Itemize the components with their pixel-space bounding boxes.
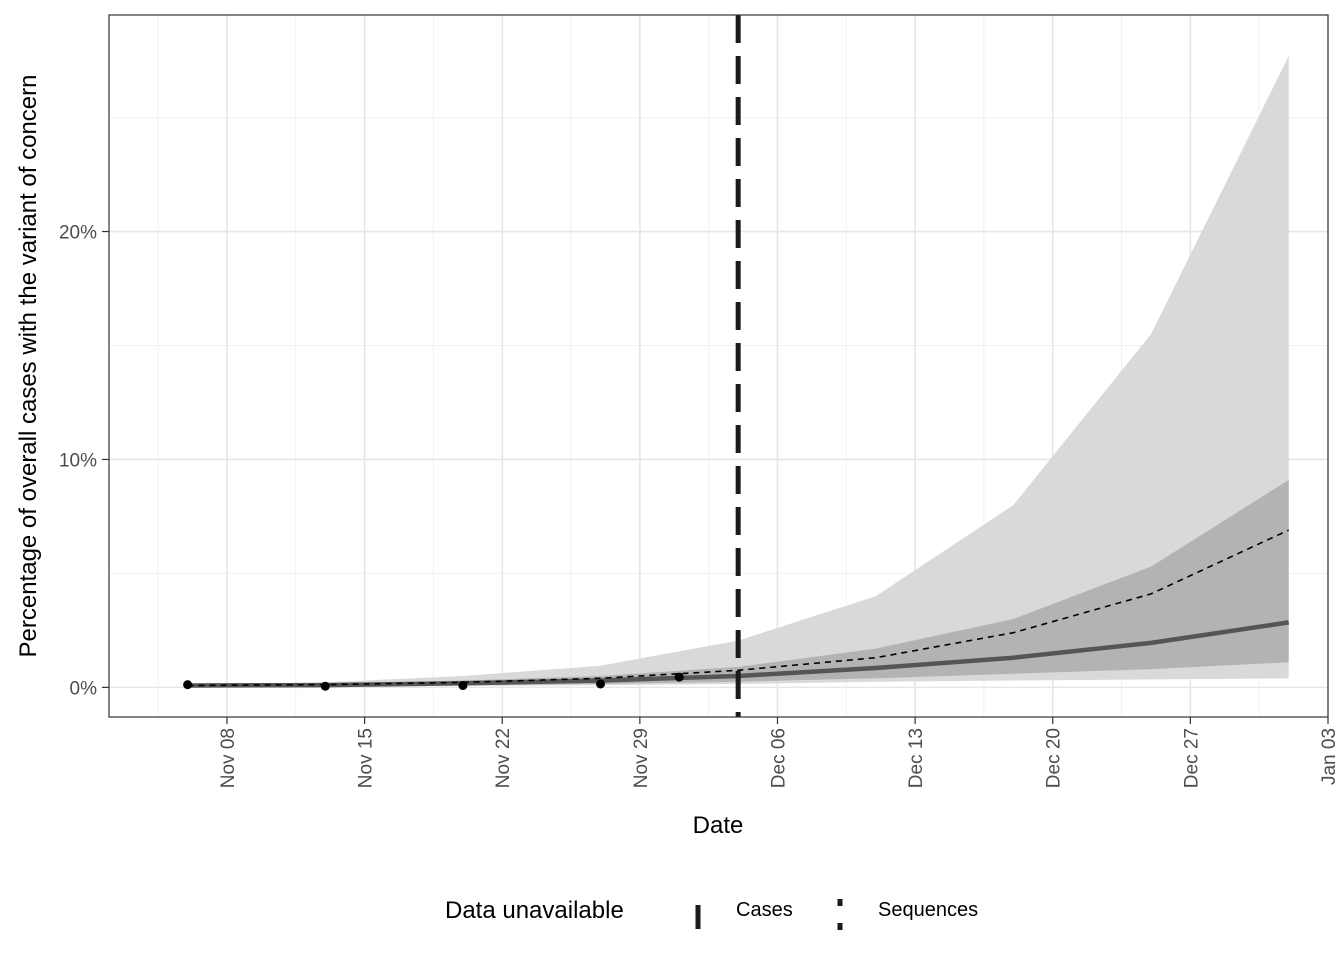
x-tick-label: Dec 27	[1181, 728, 1202, 788]
x-tick-label: Nov 15	[356, 728, 377, 788]
x-axis-ticks: Nov 08 Nov 15 Nov 22 Nov 29 Dec 06 Dec 13 Dec …	[218, 717, 1340, 788]
observed-point	[674, 672, 684, 682]
x-tick-label: Nov 08	[218, 728, 239, 788]
observed-point	[458, 681, 468, 691]
ribbons	[187, 56, 1289, 687]
x-tick-label: Jan 03	[1319, 728, 1340, 785]
legend: Data unavailable Cases Sequences	[445, 897, 978, 931]
legend-label-sequences: Sequences	[878, 899, 978, 921]
x-tick-label: Nov 22	[493, 728, 514, 788]
series-line-dashed-thin	[187, 529, 1290, 687]
observed-points	[183, 672, 684, 691]
x-tick-label: Dec 06	[768, 728, 789, 788]
y-axis-title: Percentage of overall cases with the var…	[15, 75, 42, 658]
y-axis-ticks: 0% 10% 20%	[59, 223, 109, 699]
y-tick-label: 20%	[59, 223, 97, 244]
x-tick-label: Dec 20	[1044, 728, 1065, 788]
x-tick-label: Dec 13	[906, 728, 927, 788]
x-axis-title: Date	[693, 812, 744, 839]
y-tick-label: 0%	[70, 678, 98, 699]
ribbon-outer	[187, 56, 1289, 687]
panel-border	[108, 14, 1329, 718]
ribbon-inner	[187, 480, 1289, 687]
legend-title: Data unavailable	[445, 897, 624, 924]
y-tick-label: 10%	[59, 450, 97, 471]
observed-point	[596, 679, 606, 689]
legend-label-cases: Cases	[736, 899, 793, 921]
x-tick-label: Nov 29	[631, 728, 652, 788]
observed-point	[320, 681, 330, 691]
observed-point	[183, 680, 193, 690]
